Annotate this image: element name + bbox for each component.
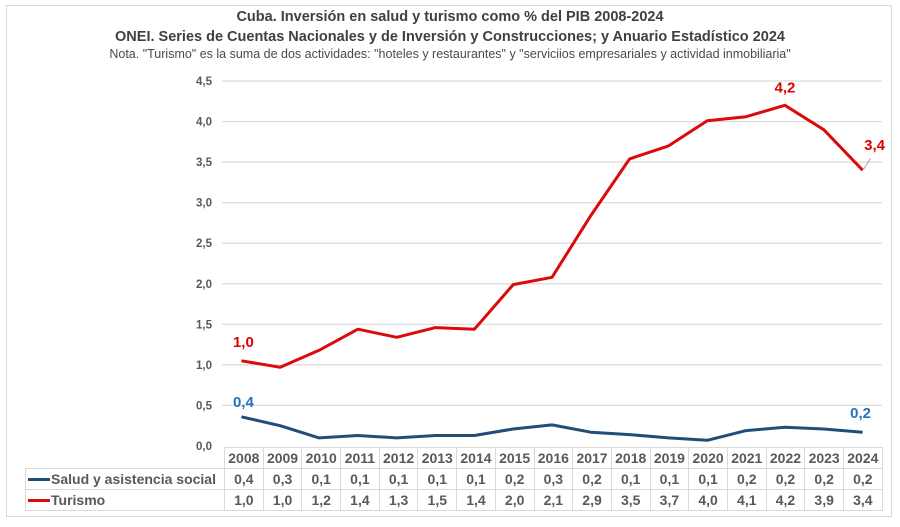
data-table-cell: 0,1 [378, 468, 419, 490]
data-table-cell: 0,3 [533, 468, 574, 490]
x-tick-label: 2021 [726, 447, 767, 469]
x-tick-label: 2011 [340, 447, 380, 469]
data-table-cell: 3,7 [649, 489, 690, 511]
y-tick-label: 1,5 [196, 319, 213, 331]
y-tick-label: 3,0 [196, 198, 212, 210]
x-tick-label: 2013 [417, 447, 458, 469]
data-table-row-salud: Salud y asistencia social 0,4 0,3 0,1 0,1 0,… [25, 468, 883, 490]
data-table-cell: 0,1 [301, 468, 342, 490]
data-table-row-turismo: Turismo 1,0 1,0 1,2 1,4 1,3 1,5 1,4 2,0 2,1 2,9 3,… [25, 489, 883, 511]
data-table-cell: 1,4 [456, 489, 496, 511]
x-tick-label: 2024 [843, 447, 883, 469]
data-table-cell: 4,1 [726, 489, 767, 511]
data-table-header-row: 2008 2009 2010 2011 2012 2013 2014 2015 2016 2017… [25, 447, 883, 469]
y-tick-label: 4,5 [196, 76, 213, 88]
data-label-turismo: 4,2 [775, 79, 796, 96]
data-label-salud: 0,2 [850, 405, 871, 422]
legend-salud: Salud y asistencia social [25, 468, 225, 490]
data-table-corner [25, 447, 225, 469]
data-table-cell: 0,2 [804, 468, 844, 490]
data-table-cell: 3,4 [843, 489, 883, 511]
legend-key-turismo [28, 498, 50, 502]
data-table-cell: 2,0 [494, 489, 535, 511]
data-table-cell: 0,2 [572, 468, 612, 490]
data-label-turismo: 1,0 [233, 334, 254, 351]
chart-note: Nota. "Turismo" es la suma de dos activi… [109, 47, 791, 61]
label-leader-line [863, 157, 872, 170]
data-table-cell: 3,9 [804, 489, 844, 511]
data-table-cell: 0,1 [456, 468, 496, 490]
x-tick-label: 2017 [572, 447, 612, 469]
data-labels: 0,4 0,2 1,0 4,2 3,4 [233, 79, 886, 422]
y-tick-label: 1,0 [196, 360, 212, 372]
x-tick-label: 2020 [688, 447, 728, 469]
data-table-cell: 2,9 [572, 489, 612, 511]
data-label-turismo: 3,4 [864, 137, 886, 154]
data-table-cell: 0,2 [843, 468, 883, 490]
y-axis-ticks: 0,00,51,01,52,02,53,03,54,04,5 [196, 76, 213, 453]
data-label-salud: 0,4 [233, 394, 255, 411]
legend-key-salud [28, 477, 50, 481]
data-table: 2008 2009 2010 2011 2012 2013 2014 2015 2016 2017… [25, 447, 883, 511]
data-table-cell: 1,2 [301, 489, 342, 511]
data-table-cell: 0,1 [610, 468, 651, 490]
y-tick-label: 2,0 [196, 279, 212, 291]
legend-label-turismo: Turismo [51, 492, 106, 508]
data-table-cell: 0,3 [262, 468, 303, 490]
legend-label-salud: Salud y asistencia social [51, 471, 216, 487]
data-table-cell: 0,1 [417, 468, 458, 490]
x-tick-label: 2023 [804, 447, 844, 469]
series-line-salud [241, 415, 863, 442]
x-tick-label: 2009 [262, 447, 303, 469]
x-tick-label: 2019 [649, 447, 690, 469]
data-table-cell: 1,4 [340, 489, 380, 511]
series-lines [241, 103, 864, 442]
data-table-cell: 0,1 [340, 468, 380, 490]
x-tick-label: 2016 [533, 447, 574, 469]
x-tick-label: 2015 [494, 447, 535, 469]
chart-subtitle: ONEI. Series de Cuentas Nacionales y de … [115, 29, 785, 45]
y-tick-label: 2,5 [196, 238, 213, 250]
data-table-cell: 0,1 [649, 468, 690, 490]
data-table-cell: 4,0 [688, 489, 728, 511]
data-table-cell: 0,2 [494, 468, 535, 490]
y-tick-label: 4,0 [196, 117, 212, 129]
legend-turismo: Turismo [25, 489, 225, 511]
x-tick-label: 2014 [456, 447, 496, 469]
x-tick-label: 2008 [224, 447, 264, 469]
data-table-cell: 0,2 [726, 468, 767, 490]
data-table-cell: 0,4 [224, 468, 264, 490]
gridlines [222, 80, 882, 407]
x-tick-label: 2012 [378, 447, 419, 469]
data-table-cell: 1,0 [262, 489, 303, 511]
data-table-cell: 1,0 [224, 489, 264, 511]
chart-title: Cuba. Inversión en salud y turismo como … [236, 9, 664, 25]
data-table-cell: 1,3 [378, 489, 419, 511]
data-table-cell: 0,1 [688, 468, 728, 490]
data-table-cell: 3,5 [610, 489, 651, 511]
y-tick-label: 0,5 [196, 400, 213, 412]
x-tick-label: 2022 [765, 447, 806, 469]
data-table-cell: 1,5 [417, 489, 458, 511]
x-tick-label: 2018 [610, 447, 651, 469]
x-tick-label: 2010 [301, 447, 342, 469]
data-table-cell: 0,2 [765, 468, 806, 490]
y-tick-label: 3,5 [196, 157, 213, 169]
data-table-cell: 4,2 [765, 489, 806, 511]
series-line-turismo [241, 103, 864, 369]
data-table-cell: 2,1 [533, 489, 574, 511]
